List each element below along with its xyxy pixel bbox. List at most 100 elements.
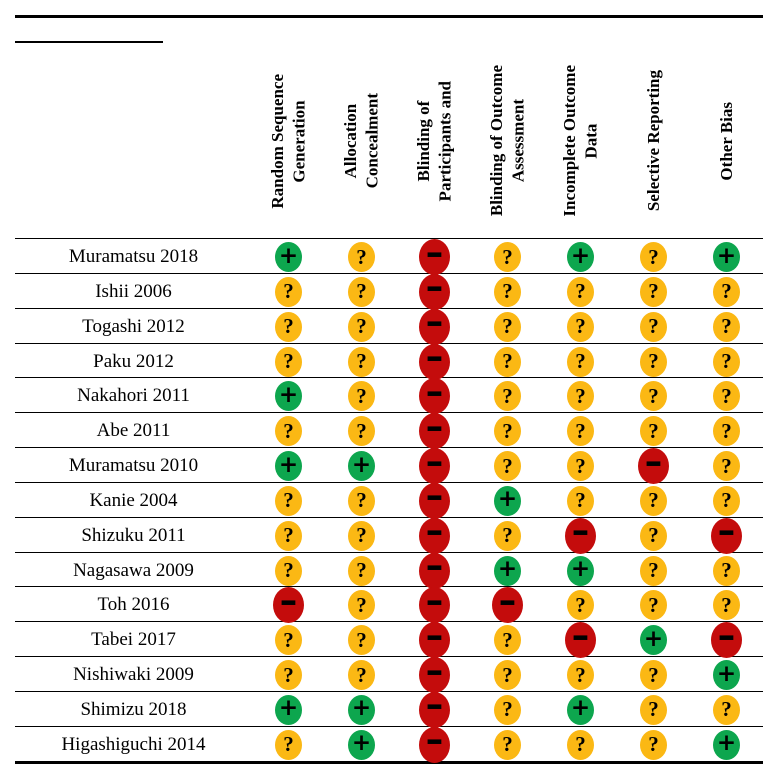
judgment-cell: ?: [325, 346, 398, 377]
judgment-symbol: ?: [721, 349, 732, 374]
unclear-risk-circle: ?: [494, 242, 521, 272]
bottom-rule: [15, 760, 763, 764]
study-column-header-empty: [15, 44, 252, 238]
unclear-risk-circle: ?: [567, 346, 594, 377]
unclear-risk-circle: ?: [275, 311, 302, 342]
unclear-risk-circle: ?: [640, 346, 667, 377]
unclear-risk-circle: ?: [348, 381, 375, 412]
unclear-risk-circle: ?: [567, 660, 594, 691]
unclear-risk-circle: ?: [275, 416, 302, 447]
unclear-risk-circle: ?: [567, 381, 594, 412]
judgment-cell: ?: [617, 346, 690, 377]
unclear-risk-circle: ?: [348, 416, 375, 447]
low-risk-circle: +: [275, 242, 302, 272]
unclear-risk-circle: ?: [713, 276, 740, 307]
judgment-cell: −: [690, 514, 763, 554]
low-risk-circle: +: [713, 242, 740, 272]
judgment-cell: ?: [544, 276, 617, 307]
judgment-cell: −: [398, 719, 471, 765]
unclear-risk-circle: ?: [713, 381, 740, 412]
unclear-risk-circle: ?: [494, 625, 521, 656]
judgment-symbol: ?: [283, 488, 294, 513]
unclear-risk-circle: ?: [713, 590, 740, 621]
judgment-symbol: −: [498, 580, 517, 626]
unclear-risk-circle: ?: [713, 555, 740, 586]
judgment-symbol: ?: [721, 314, 732, 339]
judgment-cell: ?: [617, 694, 690, 725]
study-label: Abe 2011: [96, 420, 171, 442]
judgment-cell: −: [617, 441, 690, 487]
judgment-cell: ?: [617, 311, 690, 342]
judgment-cell: −: [398, 479, 471, 519]
judgment-cell: ?: [471, 625, 544, 656]
unclear-risk-circle: ?: [494, 311, 521, 342]
judgment-cell: ?: [252, 346, 325, 377]
low-risk-circle: +: [494, 485, 521, 516]
low-risk-circle: +: [348, 694, 375, 725]
column-header: Blinding of Participants and: [398, 44, 471, 238]
judgment-symbol: ?: [502, 662, 513, 687]
judgment-symbol: ?: [283, 523, 294, 548]
judgment-symbol: ?: [502, 453, 513, 478]
judgment-cell: ?: [544, 451, 617, 482]
study-label: Muramatsu 2010: [68, 455, 199, 477]
judgment-cell: ?: [325, 311, 398, 342]
judgment-cell: +: [544, 555, 617, 586]
high-risk-circle: −: [492, 580, 523, 626]
judgment-cell: +: [544, 694, 617, 725]
unclear-risk-circle: ?: [567, 276, 594, 307]
high-risk-circle: −: [419, 235, 450, 275]
judgment-symbol: ?: [283, 732, 294, 757]
column-header: Selective Reporting: [617, 44, 690, 238]
judgment-symbol: ?: [502, 349, 513, 374]
judgment-symbol: −: [717, 615, 736, 661]
judgment-cell: ?: [471, 694, 544, 725]
judgment-cell: ?: [325, 520, 398, 551]
unclear-risk-circle: ?: [567, 590, 594, 621]
judgment-cell: ?: [252, 416, 325, 447]
judgment-symbol: −: [425, 719, 444, 765]
unclear-risk-circle: ?: [348, 660, 375, 691]
high-risk-circle: −: [419, 409, 450, 450]
judgment-symbol: ?: [502, 279, 513, 304]
judgment-symbol: −: [717, 510, 736, 556]
judgment-cell: ?: [325, 625, 398, 656]
judgment-cell: −: [398, 339, 471, 380]
high-risk-circle: −: [419, 548, 450, 589]
judgment-symbol: −: [279, 580, 298, 626]
judgment-cell: ?: [690, 694, 763, 725]
study-label: Paku 2012: [93, 350, 174, 372]
judgment-symbol: ?: [356, 279, 367, 304]
unclear-risk-circle: ?: [348, 346, 375, 377]
judgment-symbol: −: [425, 441, 444, 487]
judgment-symbol: ?: [721, 488, 732, 513]
judgment-symbol: ?: [721, 697, 732, 722]
judgment-cell: −: [252, 580, 325, 626]
high-risk-circle: −: [419, 441, 450, 487]
judgment-cell: ?: [471, 381, 544, 412]
judgment-symbol: −: [425, 580, 444, 626]
judgment-symbol: ?: [356, 592, 367, 617]
judgment-cell: ?: [252, 660, 325, 691]
column-header-label: Allocation Concealment: [341, 93, 382, 189]
judgment-cell: +: [252, 451, 325, 482]
low-risk-circle: +: [567, 242, 594, 272]
judgment-cell: ?: [325, 555, 398, 586]
judgment-cell: +: [471, 485, 544, 516]
unclear-risk-circle: ?: [494, 346, 521, 377]
judgment-cell: −: [398, 270, 471, 310]
unclear-risk-circle: ?: [348, 625, 375, 656]
judgment-symbol: ?: [502, 732, 513, 757]
judgment-cell: ?: [617, 660, 690, 691]
judgment-cell: −: [544, 618, 617, 659]
judgment-cell: +: [252, 242, 325, 272]
judgment-symbol: +: [278, 451, 299, 478]
judgment-cell: ?: [471, 311, 544, 342]
unclear-risk-circle: ?: [567, 729, 594, 760]
unclear-risk-circle: ?: [640, 416, 667, 447]
judgment-symbol: −: [644, 441, 663, 487]
judgment-cell: ?: [544, 485, 617, 516]
high-risk-circle: −: [565, 514, 596, 554]
judgment-cell: +: [252, 694, 325, 725]
judgment-symbol: −: [425, 336, 444, 382]
